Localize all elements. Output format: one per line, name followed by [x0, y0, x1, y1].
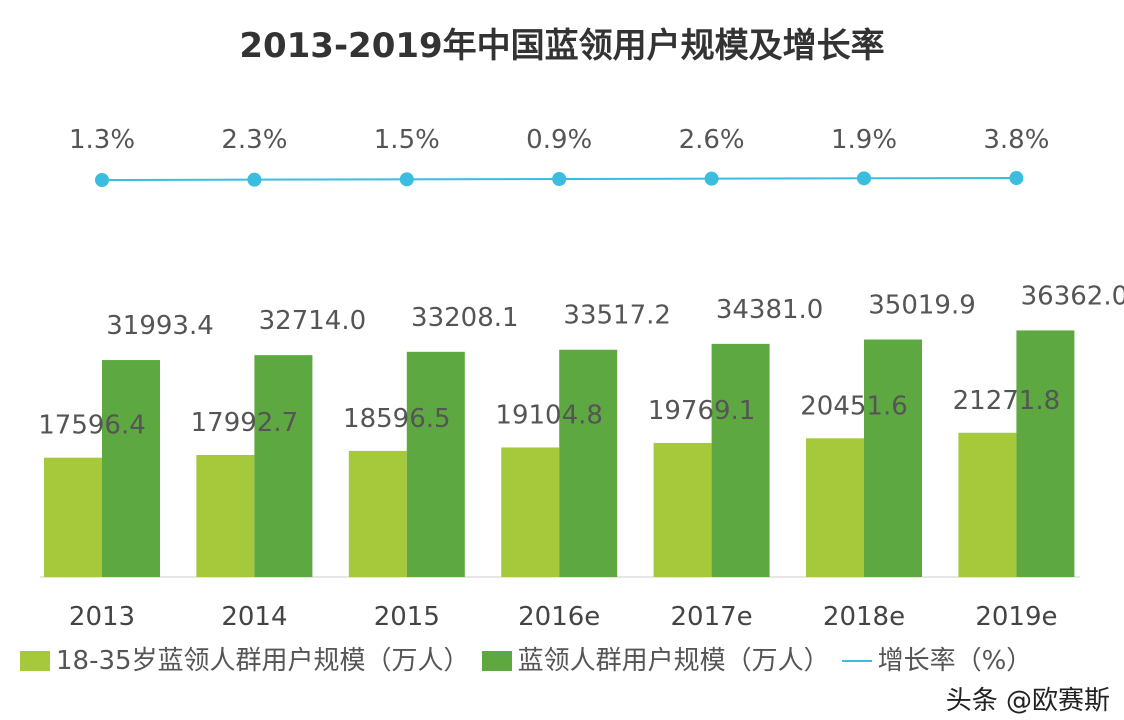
x-tick-label: 2018e — [823, 602, 905, 632]
bar-young — [348, 450, 407, 577]
bar-young — [44, 457, 102, 577]
growth-point — [704, 171, 719, 186]
growth-point — [857, 171, 871, 186]
bar-young — [196, 454, 255, 577]
value-label: 33208.1 — [411, 303, 519, 333]
legend-swatch — [20, 651, 50, 671]
x-tick-label: 2019e — [975, 602, 1057, 632]
legend-label: 18-35岁蓝领人群用户规模（万人） — [56, 646, 470, 676]
value-label: 18596.5 — [343, 404, 451, 434]
growth-point — [1009, 171, 1024, 186]
x-tick-label: 2016e — [518, 602, 600, 632]
legend-item-young: 18-35岁蓝领人群用户规模（万人） — [20, 646, 470, 676]
bar-young — [958, 432, 1017, 577]
value-label: 34381.0 — [716, 295, 824, 325]
value-label: 17992.7 — [191, 408, 299, 438]
bar-total — [711, 343, 770, 577]
growth-point — [247, 172, 262, 187]
growth-point — [399, 172, 414, 187]
value-label: 35019.9 — [868, 291, 976, 321]
x-tick-label: 2013 — [69, 602, 135, 632]
bar-young — [501, 447, 560, 577]
bar-young — [806, 438, 864, 577]
chart-title: 2013-2019年中国蓝领用户规模及增长率 — [239, 26, 885, 66]
value-label: 21271.8 — [953, 386, 1061, 416]
value-label: 17596.4 — [38, 411, 146, 441]
growth-label: 2.3% — [221, 125, 287, 155]
x-tick-label: 2015 — [374, 602, 440, 632]
legend-swatch — [481, 651, 512, 671]
growth-label: 1.5% — [374, 125, 440, 155]
value-label: 32714.0 — [259, 306, 367, 336]
value-label: 19104.8 — [495, 400, 603, 430]
legend-item-total: 蓝领人群用户规模（万人） — [481, 646, 830, 676]
value-label: 20451.6 — [800, 391, 908, 421]
watermark: 头条 @欧赛斯 — [945, 686, 1110, 716]
growth-label: 2.6% — [679, 125, 745, 155]
bar-total — [406, 351, 465, 577]
legend-label: 增长率（%） — [877, 646, 1033, 676]
value-label: 19769.1 — [648, 396, 756, 426]
legend-label: 蓝领人群用户规模（万人） — [517, 646, 830, 676]
bar-total — [254, 355, 313, 577]
growth-label: 1.3% — [69, 125, 135, 155]
value-label: 36362.0 — [1021, 281, 1124, 311]
value-label: 33517.2 — [563, 301, 671, 331]
x-tick-label: 2014 — [221, 602, 287, 632]
legend-item-growth: 增长率（%） — [841, 646, 1033, 676]
bar-total — [102, 360, 160, 577]
legend-swatch — [841, 660, 872, 662]
legend: 18-35岁蓝领人群用户规模（万人） 蓝领人群用户规模（万人） 增长率（%） — [20, 646, 1044, 676]
x-tick-label: 2017e — [671, 602, 753, 632]
growth-label: 3.8% — [983, 125, 1049, 155]
growth-point — [95, 173, 109, 187]
bar-total — [559, 349, 618, 577]
bar-young — [653, 442, 712, 577]
bar-total — [864, 339, 922, 577]
value-label: 31993.4 — [106, 311, 214, 341]
bar-total — [1016, 330, 1075, 577]
growth-label: 1.9% — [831, 125, 897, 155]
growth-point — [552, 172, 567, 187]
growth-label: 0.9% — [526, 125, 592, 155]
